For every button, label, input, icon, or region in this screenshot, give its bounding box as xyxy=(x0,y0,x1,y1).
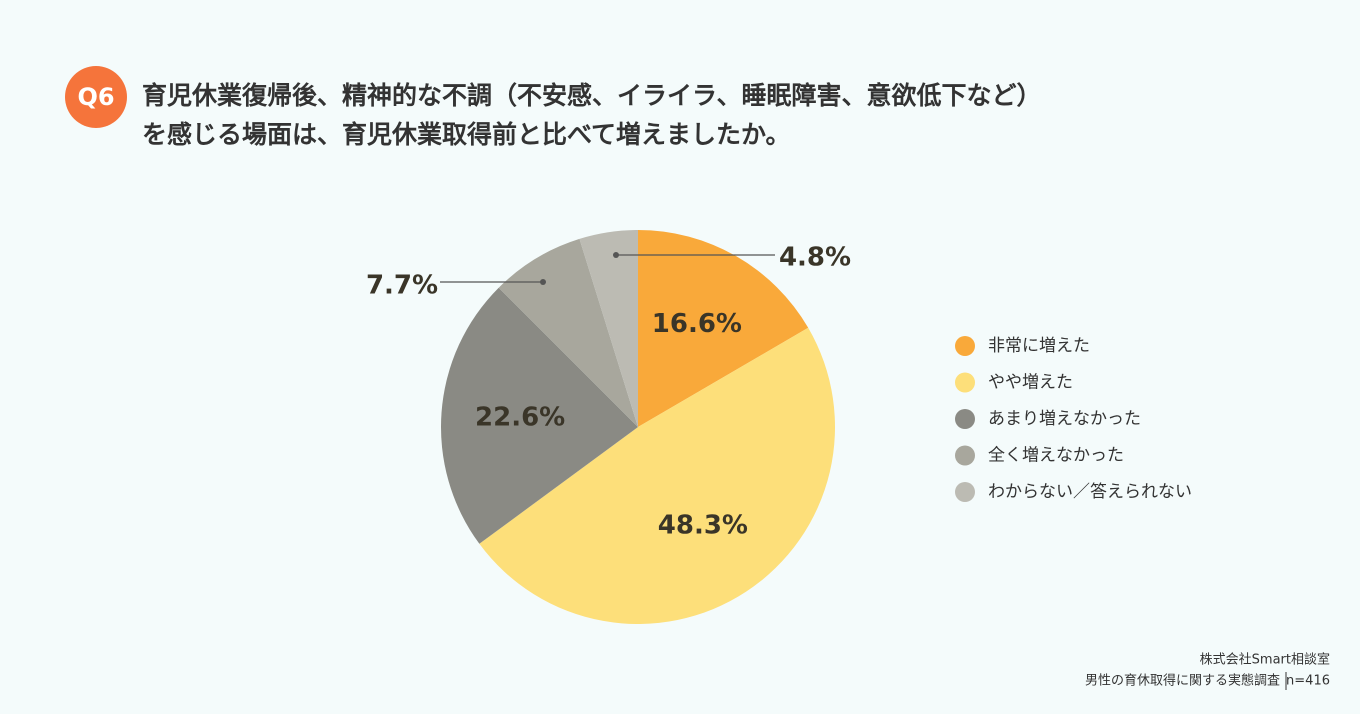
legend-label: やや増えた xyxy=(988,373,1073,393)
leader-dot xyxy=(540,279,546,285)
pie-slice xyxy=(479,327,836,625)
legend-label: わからない／答えられない xyxy=(988,482,1192,502)
legend-label: 全く増えなかった xyxy=(988,446,1124,466)
value-label: 4.8% xyxy=(779,243,851,273)
legend-swatch xyxy=(955,336,975,356)
leader-dot xyxy=(613,252,619,258)
legend-swatch xyxy=(955,482,975,502)
value-label: 7.7% xyxy=(366,271,438,301)
legend-swatch xyxy=(955,445,975,466)
legend-swatch xyxy=(955,372,975,393)
value-label: 16.6% xyxy=(652,309,742,339)
pie-slice xyxy=(498,238,638,427)
value-label: 48.3% xyxy=(658,510,748,540)
pie-slice xyxy=(441,287,638,544)
badge: Q6 xyxy=(77,83,114,111)
badge-circle xyxy=(65,66,127,128)
pie-slice xyxy=(638,230,809,427)
sample-size: n=416 xyxy=(1286,674,1330,689)
pie-slice xyxy=(579,230,638,427)
source-company: 株式会社Smart相談室 xyxy=(1200,652,1330,668)
chart-title: 育児休業復帰後、精神的な不調（不安感、イライラ、睡眠障害、意欲低下など） xyxy=(142,81,1042,110)
value-label: 22.6% xyxy=(475,403,565,433)
legend-label: あまり増えなかった xyxy=(988,409,1141,429)
chart-title: を感じる場面は、育児休業取得前と比べて増えましたか。 xyxy=(142,120,791,149)
legend-swatch xyxy=(955,409,975,429)
legend-label: 非常に増えた xyxy=(988,336,1090,356)
source-survey: 男性の育休取得に関する実態調査 xyxy=(1085,673,1280,689)
